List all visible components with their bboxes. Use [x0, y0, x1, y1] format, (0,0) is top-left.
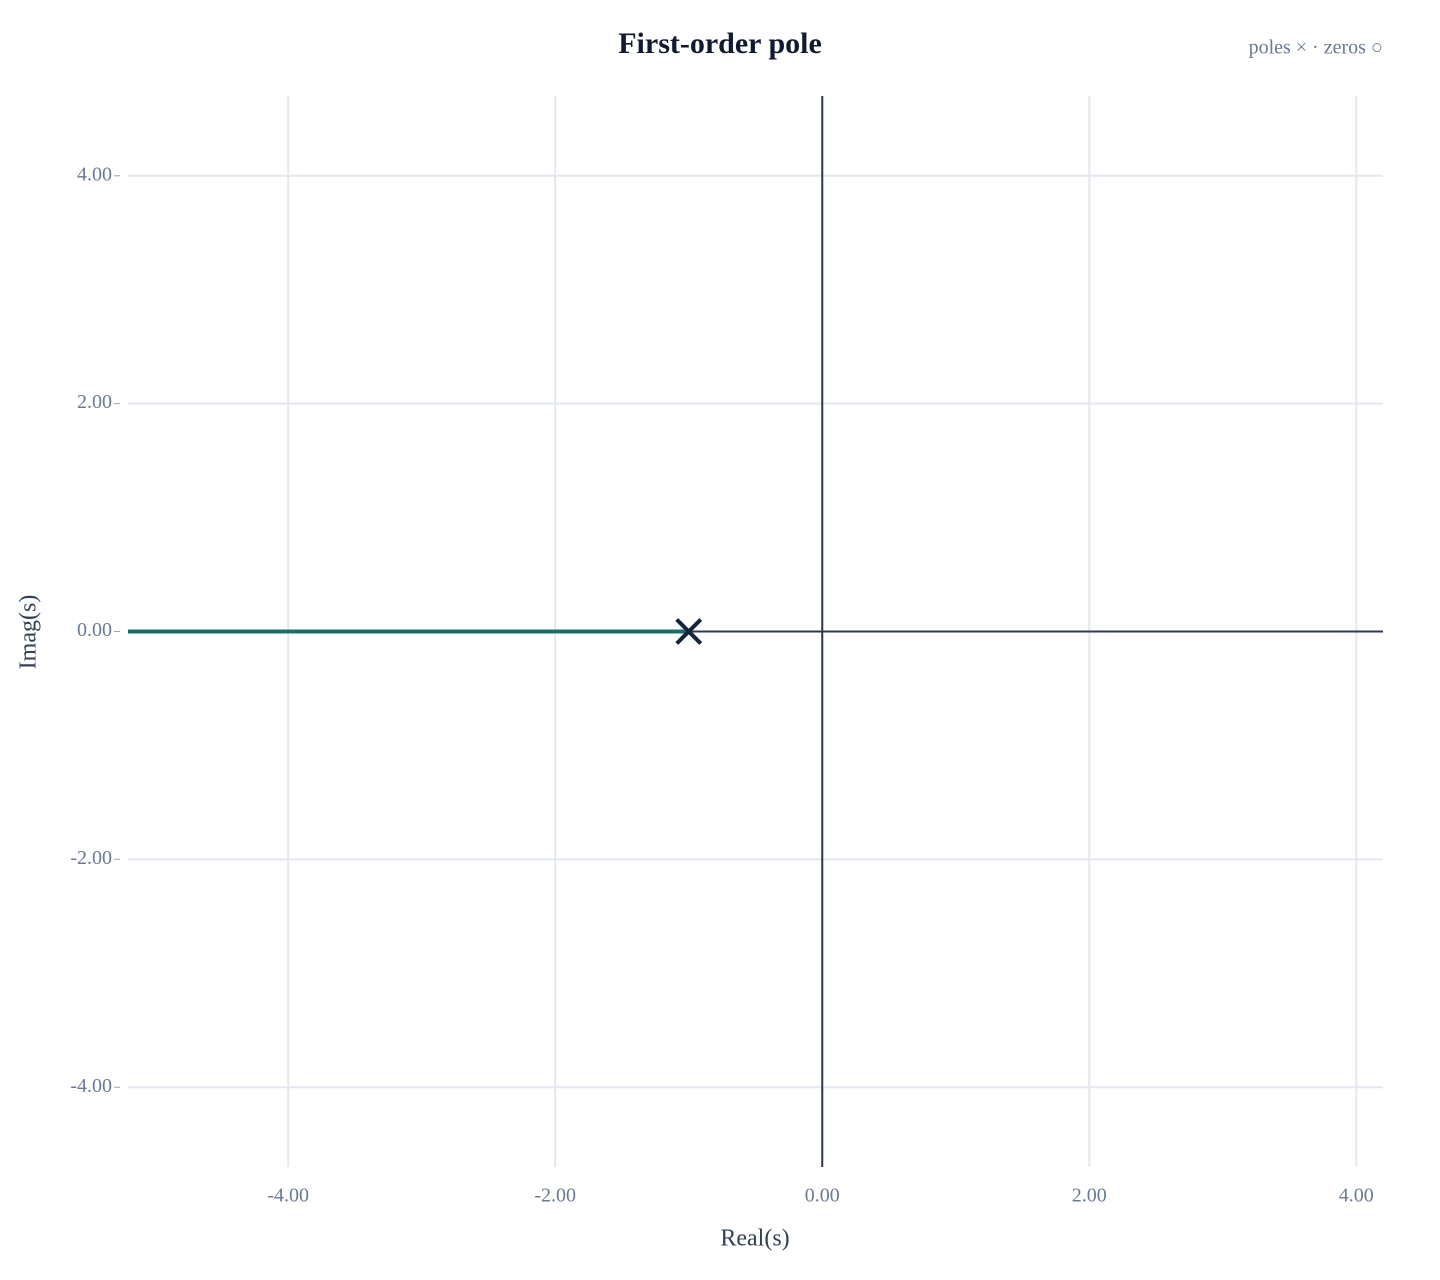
pole-marker: [675, 618, 703, 645]
x-tick-label: -2.00: [534, 1185, 576, 1207]
x-axis-label: Real(s): [720, 1226, 789, 1252]
y-axis-label: Imag(s): [16, 595, 42, 670]
y-tick-label: 4.00: [77, 163, 112, 185]
x-tick-label: 4.00: [1339, 1185, 1374, 1207]
y-tick-label: 2.00: [77, 391, 112, 413]
y-tick-label: -4.00: [70, 1075, 112, 1097]
y-tick-label: 0.00: [77, 619, 112, 641]
chart-title: First-order pole: [618, 27, 822, 60]
x-tick-label: 2.00: [1072, 1185, 1107, 1207]
x-tick-label: -4.00: [267, 1185, 309, 1207]
y-tick-label: -2.00: [70, 847, 112, 869]
legend-note: poles × · zeros ○: [1249, 37, 1383, 59]
x-tick-label: 0.00: [805, 1185, 840, 1207]
